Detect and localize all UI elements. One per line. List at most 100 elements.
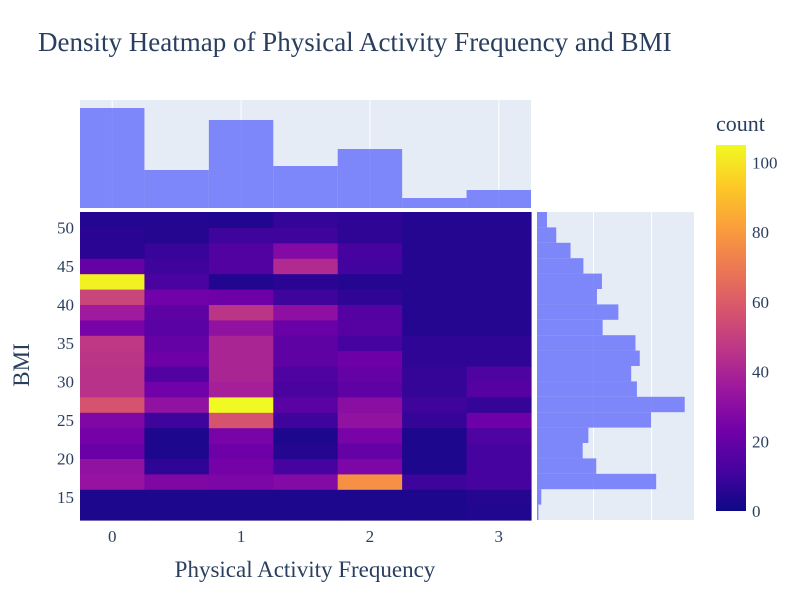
y-marginal-bar	[537, 350, 640, 366]
y-marginal-bar	[537, 273, 602, 289]
heatmap-cell	[337, 258, 403, 275]
x-marginal-bar	[466, 190, 531, 208]
heatmap-cell	[402, 473, 468, 490]
heatmap-cell	[273, 412, 339, 429]
x-marginal-bar	[80, 108, 145, 208]
heatmap-cell	[273, 350, 339, 367]
heatmap-cell	[337, 458, 403, 475]
heatmap-cell	[208, 242, 274, 259]
heatmap-cell	[402, 366, 468, 382]
y-marginal-bar	[537, 212, 547, 228]
y-tick-label: 20	[57, 449, 74, 468]
heatmap-cell	[144, 319, 210, 336]
heatmap-plot-area	[80, 212, 532, 521]
heatmap-cell	[80, 458, 146, 475]
heatmap-cell	[273, 396, 339, 413]
heatmap-cell	[337, 366, 403, 382]
heatmap-cell	[208, 489, 274, 506]
y-tick-label: 50	[57, 218, 74, 237]
heatmap-cell	[337, 473, 403, 490]
heatmap-cell	[80, 412, 146, 429]
heatmap-cell	[337, 319, 403, 336]
colorbar-tick-label: 20	[752, 432, 769, 451]
heatmap-cell	[402, 458, 468, 475]
heatmap-cell	[208, 227, 274, 244]
x-tick-label: 2	[366, 527, 375, 546]
heatmap-cell	[208, 473, 274, 490]
y-marginal-histogram	[537, 212, 694, 520]
heatmap-cell	[208, 412, 274, 429]
heatmap-cell	[80, 366, 146, 382]
heatmap-cell	[273, 242, 339, 259]
heatmap-cell	[466, 396, 532, 413]
y-tick-label: 25	[57, 411, 74, 430]
colorbar	[716, 145, 746, 511]
heatmap-cell	[144, 335, 210, 352]
heatmap-cell	[466, 458, 532, 475]
heatmap-cell	[273, 473, 339, 490]
heatmap-cell	[273, 427, 339, 444]
heatmap-cell	[273, 504, 339, 521]
heatmap-cell	[208, 273, 274, 290]
heatmap-cell	[466, 242, 532, 259]
heatmap-cell	[273, 289, 339, 305]
y-marginal-bar	[537, 289, 597, 305]
heatmap-cell	[80, 212, 146, 228]
heatmap-cell	[337, 242, 403, 259]
colorbar-tick-label: 40	[752, 363, 769, 382]
heatmap-cell	[273, 381, 339, 398]
heatmap-cell	[273, 258, 339, 275]
heatmap-cell	[80, 504, 146, 521]
colorbar-tick-label: 60	[752, 293, 769, 312]
heatmap-cell	[144, 381, 210, 398]
heatmap-cell	[273, 489, 339, 506]
heatmap-cell	[337, 412, 403, 429]
y-marginal-bar	[537, 504, 539, 520]
heatmap-cell	[80, 473, 146, 490]
heatmap-cell	[337, 443, 403, 459]
x-marginal-bar	[208, 120, 274, 208]
heatmap-cell	[80, 289, 146, 305]
heatmap-cell	[208, 396, 274, 413]
y-tick-label: 30	[57, 372, 74, 391]
heatmap-cell	[144, 242, 210, 259]
heatmap-cell	[273, 335, 339, 352]
heatmap-cell	[80, 381, 146, 398]
colorbar-tick-label: 80	[752, 223, 769, 242]
heatmap-cell	[337, 289, 403, 305]
heatmap-cell	[466, 335, 532, 352]
heatmap-cell	[402, 335, 468, 352]
x-tick-label: 3	[495, 527, 504, 546]
heatmap-cell	[273, 458, 339, 475]
x-marginal-bar	[273, 166, 338, 208]
x-tick-label: 0	[108, 527, 117, 546]
heatmap-cell	[337, 381, 403, 398]
heatmap-cell	[273, 227, 339, 244]
heatmap-cell	[208, 319, 274, 336]
heatmap-cell	[402, 381, 468, 398]
heatmap-cell	[144, 473, 210, 490]
heatmap-cell	[402, 396, 468, 413]
heatmap-cell	[337, 427, 403, 444]
heatmap-cell	[208, 381, 274, 398]
x-marginal-bar	[337, 149, 403, 208]
heatmap-cell	[208, 366, 274, 382]
heatmap-cell	[273, 304, 339, 321]
heatmap-cell	[80, 242, 146, 259]
heatmap-cell	[466, 366, 532, 382]
heatmap-cell	[402, 212, 468, 228]
heatmap-cell	[337, 504, 403, 521]
heatmap-cell	[208, 212, 274, 228]
colorbar-ticks: 0 20 40 60 80 100	[752, 153, 778, 521]
heatmap-cell	[273, 319, 339, 336]
heatmap-cell	[80, 335, 146, 352]
heatmap-cell	[80, 489, 146, 506]
y-tick-label: 15	[57, 488, 74, 507]
heatmap-cell	[208, 443, 274, 459]
y-marginal-bar	[537, 335, 636, 351]
heatmap-cell	[337, 335, 403, 352]
heatmap-cell	[402, 304, 468, 321]
heatmap-cell	[80, 396, 146, 413]
y-tick-label: 40	[57, 295, 74, 314]
